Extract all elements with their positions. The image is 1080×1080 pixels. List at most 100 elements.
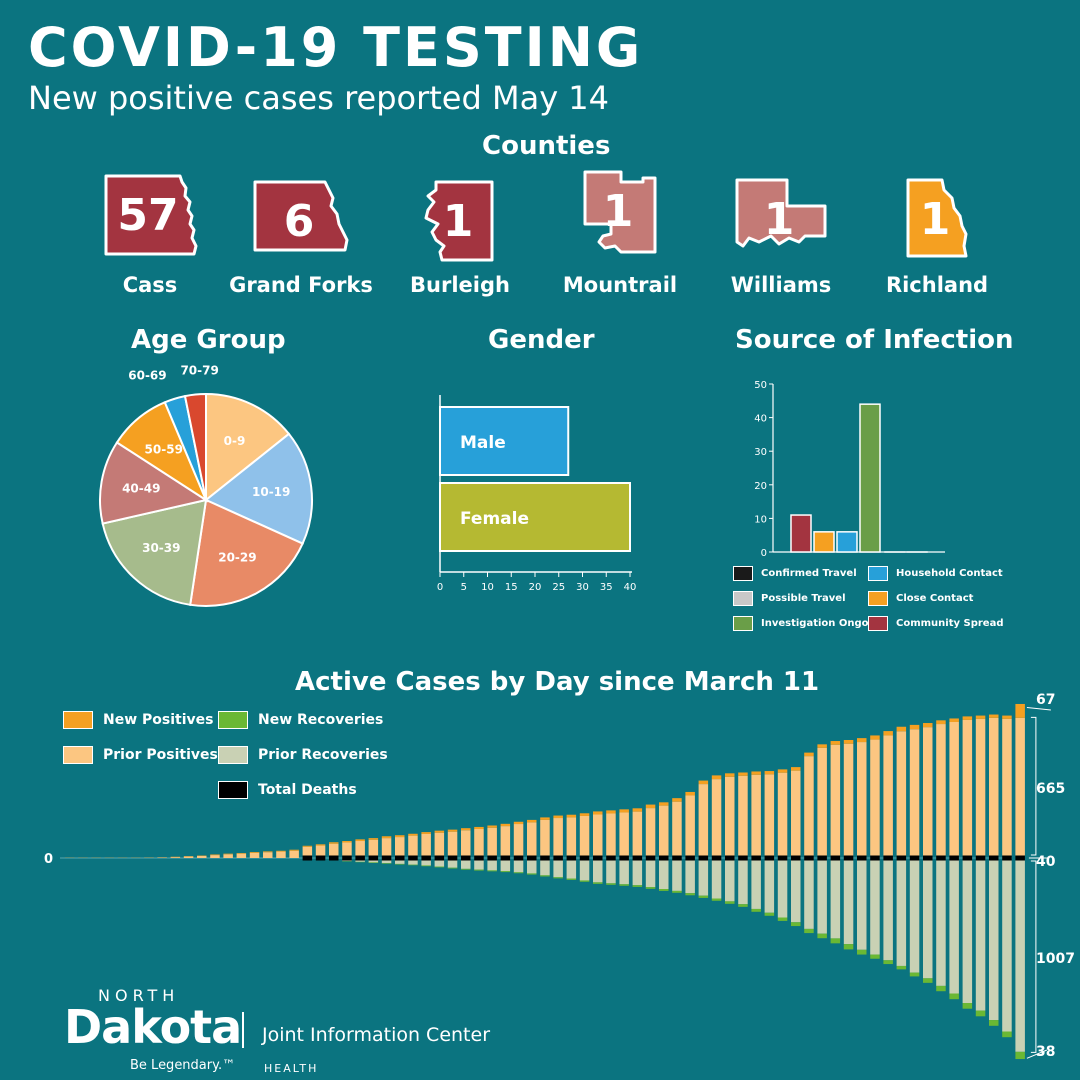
bar-prior-positives [540, 819, 550, 856]
pie-label-10-19: 10-19 [252, 485, 290, 499]
bar-total-deaths [896, 855, 907, 861]
bar-prior-recoveries [434, 860, 445, 867]
bar-new-positives [936, 720, 946, 725]
bar-prior-positives [593, 814, 603, 856]
bar-prior-positives [606, 813, 616, 856]
bar-new-positives [698, 780, 709, 785]
gender-tick-label: 30 [576, 582, 589, 593]
bar-prior-recoveries [1015, 860, 1025, 1052]
bar-prior-positives [764, 774, 775, 856]
bar-new-positives [263, 851, 273, 853]
bar-prior-recoveries [659, 860, 669, 889]
bar-prior-positives [698, 784, 709, 856]
bar-prior-recoveries [619, 860, 629, 885]
bar-new-recoveries [764, 912, 775, 916]
bar-new-positives [1015, 703, 1025, 718]
bar-prior-positives [315, 845, 326, 856]
bar-new-positives [461, 828, 471, 831]
bar-prior-positives [500, 826, 511, 856]
active-legend-item: Prior Recoveries [218, 746, 388, 764]
bar-total-deaths [355, 855, 365, 861]
county-count: 6 [284, 196, 315, 247]
bar-new-recoveries [527, 873, 537, 875]
gender-heading: Gender [488, 325, 595, 355]
bar-prior-recoveries [989, 860, 999, 1021]
bar-prior-positives [342, 842, 352, 856]
counties-heading: Counties [482, 131, 611, 161]
bar-new-recoveries [540, 875, 550, 877]
bar-new-recoveries [408, 864, 418, 866]
bar-prior-positives [170, 857, 181, 858]
bar-prior-positives [817, 747, 827, 856]
bar-new-positives [606, 810, 616, 814]
bar-prior-recoveries [1002, 860, 1012, 1032]
source-tick-label: 10 [754, 514, 767, 525]
bar-prior-recoveries [645, 860, 656, 888]
county-count: 1 [443, 196, 474, 247]
bar-total-deaths [302, 855, 313, 861]
bar-total-deaths [434, 855, 445, 861]
bar-new-positives [738, 772, 748, 776]
bar-prior-recoveries [461, 860, 471, 869]
bar-new-recoveries [949, 993, 959, 1000]
org-name: Joint Information Center [262, 1024, 491, 1046]
bar-prior-positives [645, 808, 656, 856]
bar-prior-recoveries [896, 860, 907, 966]
bar-prior-positives [909, 729, 920, 856]
bar-prior-positives [579, 815, 590, 856]
gender-tick-label: 25 [552, 582, 565, 593]
bar-new-recoveries [962, 1003, 973, 1009]
legend-label: Total Deaths [258, 782, 357, 798]
bar-total-deaths [989, 855, 999, 861]
bar-new-recoveries [619, 884, 629, 886]
bar-total-deaths [368, 855, 379, 861]
bar-prior-positives [368, 839, 379, 856]
bar-total-deaths [461, 855, 471, 861]
bar-prior-positives [249, 852, 260, 858]
bar-prior-positives [685, 795, 695, 856]
county-name: Cass [122, 273, 178, 297]
bar-new-positives [553, 815, 563, 819]
bar-new-positives [843, 739, 854, 744]
active-value-label: 67 [1036, 692, 1055, 708]
bar-new-positives [447, 829, 458, 832]
bar-new-positives [474, 826, 484, 830]
bar-prior-positives [896, 731, 907, 856]
legend-label: Community Spread [896, 618, 1004, 629]
bar-prior-recoveries [553, 860, 563, 878]
bar-new-positives [619, 809, 629, 813]
legend-label: Prior Recoveries [258, 747, 388, 763]
pie-label-60-69: 60-69 [128, 369, 166, 383]
bar-new-recoveries [500, 871, 511, 873]
bar-total-deaths [381, 855, 392, 861]
bar-total-deaths [606, 855, 616, 861]
bar-prior-recoveries [527, 860, 537, 874]
bar-new-positives [725, 773, 735, 777]
bar-new-recoveries [725, 901, 735, 904]
bar-prior-positives [619, 812, 629, 856]
bar-prior-recoveries [843, 860, 854, 945]
bar-prior-positives [289, 850, 299, 858]
bar-new-recoveries [685, 893, 695, 896]
bar-total-deaths [540, 855, 550, 861]
bar-new-positives [870, 735, 880, 740]
source-legend-item: Investigation Ongoing [733, 616, 886, 631]
bar-total-deaths [1015, 855, 1025, 861]
bar-prior-recoveries [777, 860, 788, 918]
bar-new-recoveries [447, 867, 458, 869]
legend-label: Household Contact [896, 568, 1003, 579]
bar-prior-recoveries [579, 860, 590, 881]
bar-new-recoveries [434, 866, 445, 868]
legend-swatch [218, 746, 248, 764]
bar-new-recoveries [659, 889, 669, 891]
gender-tick-label: 5 [461, 582, 467, 593]
bar-prior-recoveries [909, 860, 920, 973]
bar-new-positives [434, 830, 445, 833]
bar-prior-positives [223, 854, 233, 858]
bar-new-recoveries [909, 972, 920, 977]
bar-prior-positives [989, 717, 999, 856]
bar-new-positives [593, 811, 603, 815]
source-bar-household-contact [836, 531, 858, 553]
bar-prior-positives [962, 719, 973, 856]
bar-prior-recoveries [764, 860, 775, 913]
